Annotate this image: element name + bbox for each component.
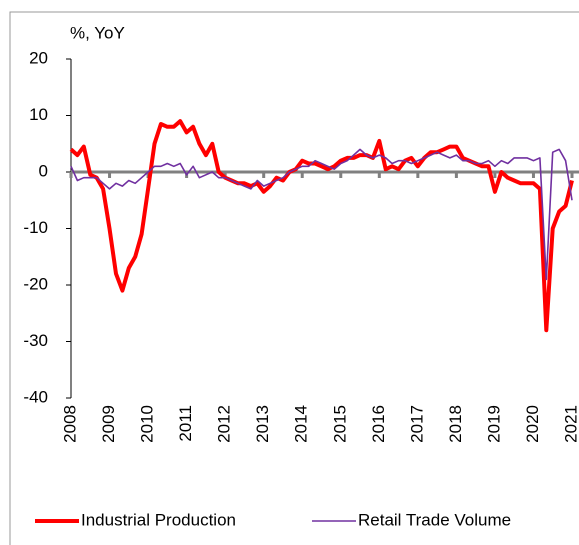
- chart-frame: [9, 11, 579, 545]
- x-tick-label: 2010: [138, 405, 157, 443]
- legend-label: Industrial Production: [81, 510, 236, 529]
- x-tick-label: 2016: [369, 405, 388, 443]
- x-tick-label: 2014: [292, 405, 311, 443]
- y-tick-label: -10: [23, 218, 48, 237]
- x-tick-label: 2015: [330, 405, 349, 443]
- legend-label: Retail Trade Volume: [358, 510, 511, 529]
- x-tick-label: 2019: [484, 405, 503, 443]
- series-line: [70, 148, 573, 281]
- x-tick-label: 2009: [99, 405, 118, 443]
- x-tick-label: 2008: [60, 405, 79, 443]
- x-tick-label: 2020: [523, 405, 542, 443]
- y-tick-label: 0: [39, 161, 48, 180]
- y-tick-label: -30: [23, 331, 48, 350]
- x-tick-label: 2013: [253, 405, 272, 443]
- x-tick-label: 2011: [176, 405, 195, 442]
- x-tick-label: 2012: [215, 405, 234, 443]
- x-tick-label: 2018: [446, 405, 465, 443]
- y-axis-label: %, YoY: [70, 23, 125, 42]
- y-tick-label: 10: [29, 105, 48, 124]
- x-tick-label: 2021: [561, 405, 579, 443]
- y-tick-label: -20: [23, 274, 48, 293]
- y-tick-label: -40: [23, 387, 48, 406]
- series-line: [69, 119, 574, 333]
- x-tick-label: 2017: [407, 405, 426, 443]
- y-tick-label: 20: [29, 48, 48, 67]
